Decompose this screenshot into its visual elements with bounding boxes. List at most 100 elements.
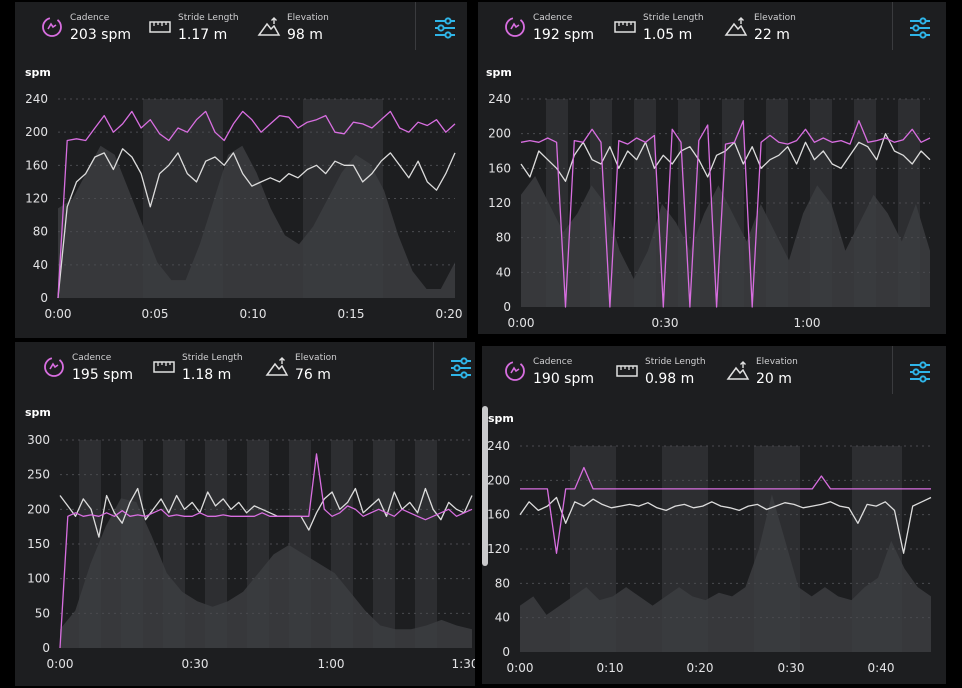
cadence-icon (42, 17, 62, 37)
y-tick-label: 200 (488, 127, 511, 141)
x-tick-label: 0:20 (687, 661, 714, 675)
mountain-icon (726, 361, 750, 380)
x-tick-label: 0:30 (652, 316, 679, 330)
y-tick-label: 100 (27, 572, 50, 586)
cadence-value: 203 spm (70, 27, 131, 43)
y-tick-label: 160 (488, 161, 511, 175)
y-tick-label: 200 (27, 502, 50, 516)
unit-label: spm (488, 412, 514, 425)
y-tick-label: 50 (35, 606, 50, 620)
cadence-label: Cadence (533, 13, 573, 23)
y-tick-label: 300 (27, 433, 50, 447)
y-tick-label: 40 (495, 611, 510, 625)
x-tick-label: 0:30 (182, 657, 209, 671)
stats-bar: Cadence 190 spm Stride Length 0.98 m Ele… (482, 346, 946, 396)
stride-label: Stride Length (182, 353, 243, 363)
stats-bar: Cadence 203 spm Stride Length 1.17 m Ele… (15, 2, 467, 52)
x-tick-label: 1:30 (452, 657, 475, 671)
elevation-label: Elevation (756, 357, 798, 367)
cadence-label: Cadence (70, 13, 110, 23)
mountain-icon (257, 17, 281, 36)
scrollbar[interactable] (482, 406, 488, 566)
stats-bar: Cadence 192 spm Stride Length 1.05 m Ele… (478, 2, 946, 52)
y-tick-label: 250 (27, 468, 50, 482)
mountain-icon (724, 17, 748, 36)
x-tick-label: 0:20 (436, 307, 463, 321)
cadence-value: 190 spm (533, 371, 594, 387)
cadence-chart: 0 50 100 150 200 250 300 0:00 0:30 1:00 1:30 (27, 433, 475, 671)
ruler-icon (616, 365, 638, 377)
cadence-line (57, 110, 456, 299)
unit-label: spm (486, 66, 512, 79)
elevation-area (60, 498, 472, 648)
x-tick-label: 0:40 (868, 661, 895, 675)
y-tick-label: 0 (503, 300, 511, 314)
sliders-icon[interactable] (908, 360, 932, 384)
stride-line (519, 496, 932, 554)
cadence-line (520, 466, 931, 554)
cadence-value: 195 spm (72, 367, 133, 383)
ruler-icon (614, 21, 636, 33)
stride-label: Stride Length (645, 357, 706, 367)
y-tick-label: 240 (488, 92, 511, 106)
chart-panel-3: Cadence 195 spm Stride Length 1.18 m Ele… (15, 342, 475, 686)
stride-value: 1.18 m (182, 367, 232, 383)
y-tick-label: 80 (33, 225, 48, 239)
sliders-icon[interactable] (433, 16, 457, 40)
elevation-label: Elevation (754, 13, 796, 23)
stride-value: 1.05 m (643, 27, 693, 43)
x-tick-label: 0:00 (47, 657, 74, 671)
y-tick-label: 240 (25, 92, 48, 106)
cadence-chart: 0 40 80 120 160 200 240 0:00 0:10 0:20 0:30 0:40 (487, 439, 932, 675)
stride-line (57, 148, 456, 299)
cadence-label: Cadence (533, 357, 573, 367)
x-tick-label: 0:15 (338, 307, 365, 321)
cadence-icon (505, 361, 525, 381)
unit-label: spm (25, 66, 51, 79)
elevation-area (58, 145, 455, 298)
stride-label: Stride Length (178, 13, 239, 23)
elevation-value: 98 m (287, 27, 323, 43)
y-tick-label: 160 (487, 508, 510, 522)
x-tick-label: 0:10 (240, 307, 267, 321)
cadence-icon (44, 357, 64, 377)
unit-label: spm (25, 406, 51, 419)
y-tick-label: 0 (502, 645, 510, 659)
x-tick-label: 1:00 (318, 657, 345, 671)
chart-panel-1: Cadence 203 spm Stride Length 1.17 m Ele… (15, 2, 467, 338)
stride-value: 0.98 m (645, 371, 695, 387)
y-tick-label: 120 (25, 192, 48, 206)
y-tick-label: 0 (40, 291, 48, 305)
cadence-chart: 0 40 80 120 160 200 240 0:00 0:05 0:10 0:15 0:20 (25, 92, 463, 321)
y-tick-label: 80 (495, 576, 510, 590)
cadence-value: 192 spm (533, 27, 594, 43)
stride-line (59, 487, 473, 538)
elevation-area (520, 494, 931, 652)
cadence-icon (505, 17, 525, 37)
cadence-line (59, 453, 473, 649)
y-tick-label: 200 (487, 473, 510, 487)
stride-label: Stride Length (643, 13, 704, 23)
x-tick-label: 0:05 (142, 307, 169, 321)
x-tick-label: 0:10 (597, 661, 624, 675)
ruler-icon (149, 21, 171, 33)
cadence-label: Cadence (72, 353, 112, 363)
y-tick-label: 0 (42, 641, 50, 655)
cadence-chart: 0 40 80 120 160 200 240 0:00 0:30 1:00 (488, 92, 931, 330)
y-tick-label: 120 (488, 196, 511, 210)
divider (415, 2, 416, 50)
sliders-icon[interactable] (908, 16, 932, 40)
mountain-icon (265, 357, 289, 376)
elevation-value: 20 m (756, 371, 792, 387)
y-tick-label: 40 (496, 265, 511, 279)
sliders-icon[interactable] (449, 356, 473, 380)
y-tick-label: 120 (487, 542, 510, 556)
elevation-value: 76 m (295, 367, 331, 383)
y-tick-label: 150 (27, 537, 50, 551)
divider (892, 2, 893, 50)
x-tick-label: 0:00 (507, 661, 534, 675)
chart-panel-4: Cadence 190 spm Stride Length 0.98 m Ele… (482, 346, 946, 684)
elevation-area (521, 176, 930, 307)
elevation-value: 22 m (754, 27, 790, 43)
x-tick-label: 0:00 (45, 307, 72, 321)
